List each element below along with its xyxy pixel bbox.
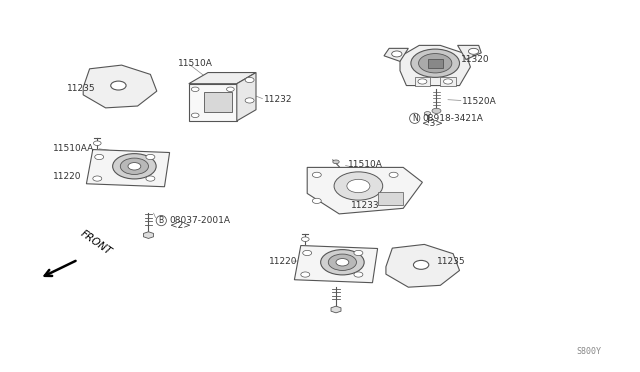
- Text: <2>: <2>: [170, 221, 191, 230]
- Circle shape: [191, 113, 199, 118]
- Circle shape: [146, 154, 155, 160]
- Bar: [189, 84, 237, 121]
- Polygon shape: [440, 77, 456, 86]
- Circle shape: [333, 160, 339, 164]
- Text: 11235: 11235: [436, 257, 465, 266]
- Circle shape: [328, 254, 356, 270]
- Text: 11520A: 11520A: [462, 97, 497, 106]
- Bar: [378, 192, 403, 205]
- Circle shape: [93, 141, 101, 145]
- Polygon shape: [415, 77, 430, 86]
- Bar: [204, 92, 232, 112]
- Text: 11510A: 11510A: [178, 59, 212, 68]
- Circle shape: [312, 172, 321, 177]
- Text: B: B: [159, 216, 164, 225]
- Polygon shape: [400, 45, 470, 86]
- Circle shape: [128, 163, 141, 170]
- Circle shape: [321, 250, 364, 275]
- Circle shape: [354, 272, 363, 277]
- Circle shape: [113, 154, 156, 179]
- Circle shape: [334, 172, 383, 200]
- Text: 08918-3421A: 08918-3421A: [422, 114, 483, 123]
- Polygon shape: [386, 244, 460, 287]
- Text: S800Y: S800Y: [577, 347, 602, 356]
- Circle shape: [444, 79, 452, 84]
- Circle shape: [336, 259, 349, 266]
- Polygon shape: [86, 150, 170, 187]
- Circle shape: [419, 54, 452, 73]
- Polygon shape: [428, 59, 443, 68]
- Circle shape: [413, 260, 429, 269]
- Circle shape: [245, 77, 254, 83]
- Circle shape: [312, 198, 321, 203]
- Polygon shape: [384, 48, 408, 61]
- Circle shape: [303, 250, 312, 256]
- Text: 11320: 11320: [461, 55, 490, 64]
- Circle shape: [392, 51, 402, 57]
- Circle shape: [354, 250, 363, 256]
- Circle shape: [146, 176, 155, 181]
- Circle shape: [301, 237, 309, 241]
- Circle shape: [418, 79, 427, 84]
- Text: 11220: 11220: [52, 172, 81, 181]
- Text: 11235: 11235: [67, 84, 96, 93]
- Polygon shape: [83, 65, 157, 108]
- Text: N: N: [412, 114, 417, 123]
- Text: 11510AA: 11510AA: [52, 144, 93, 153]
- Circle shape: [468, 48, 479, 54]
- Circle shape: [111, 81, 126, 90]
- Text: FRONT: FRONT: [78, 229, 113, 257]
- Circle shape: [389, 172, 398, 177]
- Polygon shape: [458, 45, 481, 60]
- Circle shape: [120, 158, 148, 174]
- Circle shape: [301, 272, 310, 277]
- Polygon shape: [189, 73, 256, 84]
- Circle shape: [191, 87, 199, 92]
- Text: 11510A: 11510A: [348, 160, 382, 169]
- Circle shape: [347, 179, 370, 193]
- Polygon shape: [294, 246, 378, 283]
- Text: 11233: 11233: [351, 201, 380, 210]
- Polygon shape: [331, 306, 341, 313]
- Polygon shape: [143, 232, 154, 238]
- Circle shape: [227, 87, 234, 92]
- Circle shape: [424, 112, 431, 115]
- Circle shape: [95, 154, 104, 160]
- Text: <3>: <3>: [422, 119, 444, 128]
- Text: 11232: 11232: [264, 95, 292, 104]
- Text: 08037-2001A: 08037-2001A: [170, 216, 230, 225]
- Text: 11220: 11220: [269, 257, 298, 266]
- Circle shape: [411, 49, 460, 77]
- Circle shape: [432, 108, 441, 113]
- Circle shape: [93, 176, 102, 181]
- Circle shape: [245, 98, 254, 103]
- Polygon shape: [307, 167, 422, 214]
- Polygon shape: [237, 73, 256, 121]
